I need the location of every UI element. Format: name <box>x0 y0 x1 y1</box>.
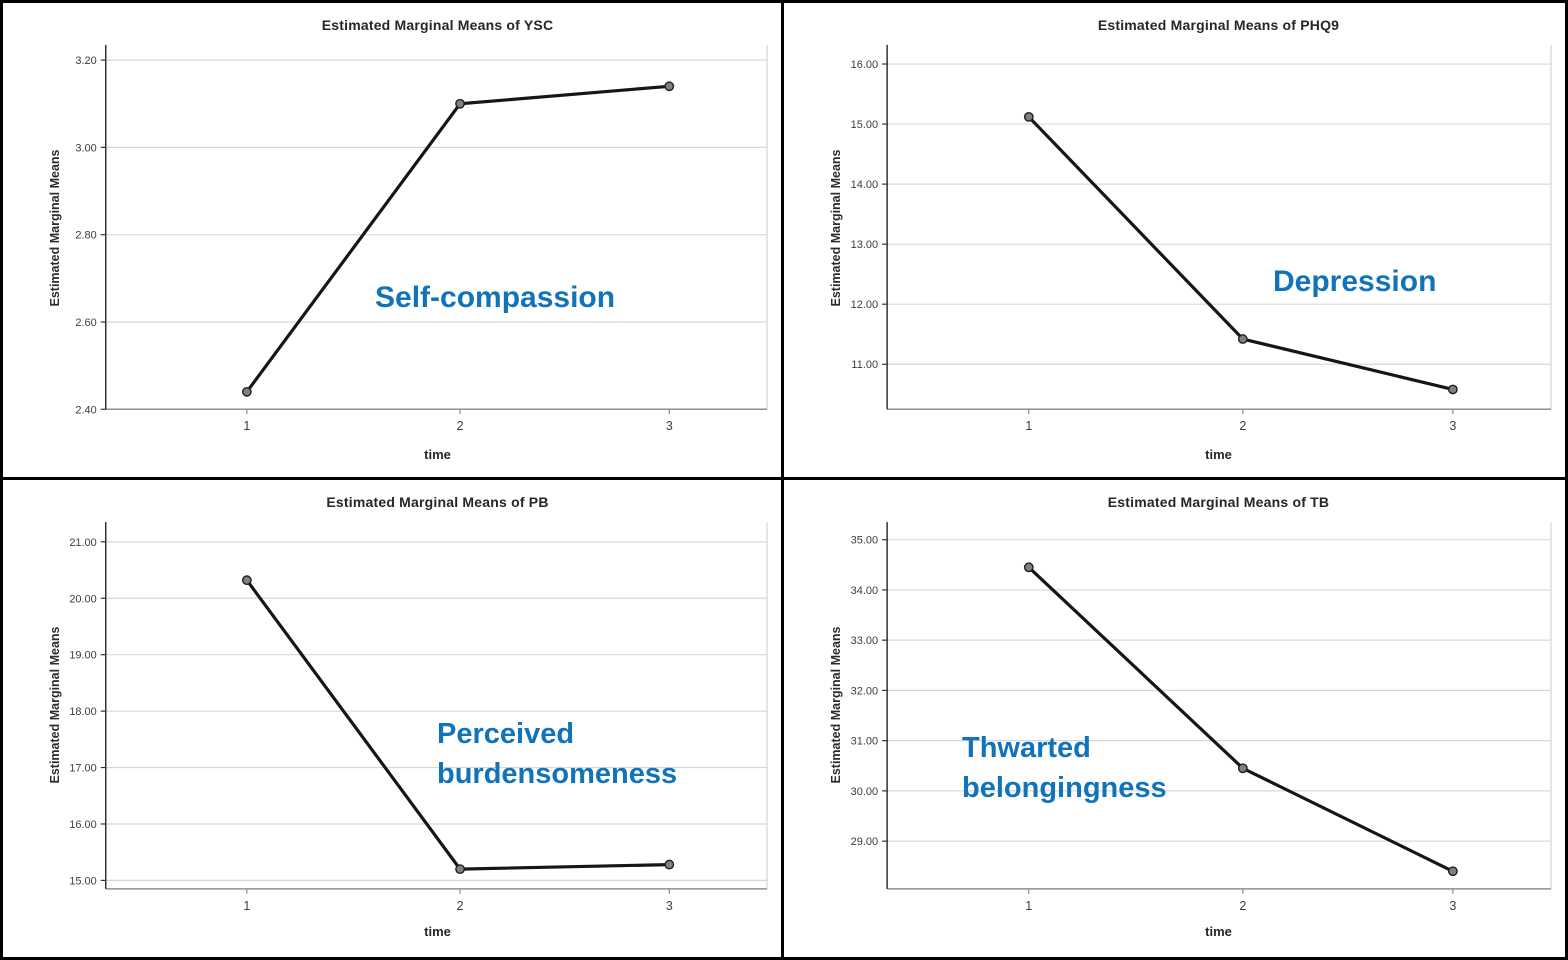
x-tick-label: 3 <box>1449 899 1456 913</box>
x-tick-label: 2 <box>457 899 464 913</box>
chart-panel-phq9: Estimated Marginal Means of PHQ9 Estimat… <box>784 3 1565 480</box>
y-tick-label: 3.20 <box>75 55 96 67</box>
y-tick-label: 29.00 <box>851 836 879 848</box>
chart-title: Estimated Marginal Means of TB <box>1107 494 1330 510</box>
series-line <box>1027 115 1454 392</box>
annotation-perceived-burdensomeness: Perceived burdensomeness <box>437 714 677 794</box>
annotation-line: Self-compassion <box>375 281 616 314</box>
y-tick-label: 12.00 <box>851 299 879 311</box>
y-tick-label: 3.00 <box>75 142 96 154</box>
y-tick-label: 35.00 <box>851 535 879 547</box>
x-tick-label: 3 <box>666 419 673 433</box>
chart-panel-pb: Estimated Marginal Means of PB Estimated… <box>3 480 784 957</box>
y-tick-label: 15.00 <box>69 875 96 887</box>
x-axis-title: time <box>424 447 451 462</box>
y-tick-label: 2.40 <box>75 404 96 416</box>
chart-panel-tb: Estimated Marginal Means of TB Estimated… <box>784 480 1565 957</box>
data-point <box>241 386 252 397</box>
plot-area: 2.40 2.60 2.80 3.00 3.20 1 2 3 <box>75 44 768 433</box>
chart-panel-ysc: Estimated Marginal Means of YSC Estimate… <box>3 3 784 480</box>
x-tick-label: 2 <box>457 419 464 433</box>
y-tick-label: 30.00 <box>851 786 879 798</box>
y-tick-label: 34.00 <box>851 585 879 597</box>
annotation-line: Thwarted <box>962 732 1091 764</box>
annotation-line: Depression <box>1273 265 1437 298</box>
data-point <box>1023 111 1034 122</box>
chart-title: Estimated Marginal Means of YSC <box>321 17 554 33</box>
data-point <box>664 81 675 92</box>
y-tick-label: 16.00 <box>69 819 96 831</box>
data-point <box>1023 562 1034 573</box>
data-point <box>455 864 465 875</box>
x-axis-title: time <box>1205 447 1232 462</box>
y-tick-label: 2.60 <box>75 317 96 329</box>
x-axis-title: time <box>424 924 451 939</box>
x-tick-label: 3 <box>666 899 673 913</box>
x-tick-label: 2 <box>1239 419 1246 433</box>
y-tick-label: 33.00 <box>851 635 879 647</box>
y-tick-label: 15.00 <box>851 119 879 131</box>
data-point <box>1237 763 1248 774</box>
x-tick-label: 2 <box>1239 899 1246 913</box>
y-tick-label: 16.00 <box>851 59 879 71</box>
data-point <box>1237 334 1248 344</box>
y-tick-label: 2.80 <box>75 230 96 242</box>
data-point <box>241 575 252 586</box>
series-line <box>1027 566 1454 873</box>
y-tick-label: 21.00 <box>69 537 96 549</box>
y-tick-label: 20.00 <box>69 593 96 605</box>
y-tick-label: 17.00 <box>69 763 96 775</box>
y-tick-label: 11.00 <box>851 359 878 371</box>
annotation-thwarted-belongingness: Thwarted belongingness <box>962 728 1167 808</box>
x-tick-label: 3 <box>1449 419 1456 433</box>
data-point <box>1447 384 1458 395</box>
x-tick-label: 1 <box>243 899 250 913</box>
plot-area: 29.00 30.00 31.00 32.00 33.00 34.00 35.00 1 2 3 <box>851 522 1552 913</box>
y-tick-label: 18.00 <box>69 706 96 718</box>
y-tick-label: 31.00 <box>851 736 879 748</box>
data-point <box>664 859 675 870</box>
x-tick-label: 1 <box>1025 899 1032 913</box>
chart-title: Estimated Marginal Means of PHQ9 <box>1097 17 1340 33</box>
annotation-line: belongingness <box>962 772 1167 805</box>
annotation-line: Perceived <box>437 718 575 750</box>
annotation-self-compassion: Self-compassion <box>375 277 615 318</box>
annotation-line: burdensomeness <box>437 758 678 791</box>
data-point <box>1447 866 1458 877</box>
chart-title: Estimated Marginal Means of PB <box>326 494 549 510</box>
y-tick-label: 19.00 <box>69 650 96 662</box>
y-tick-label: 14.00 <box>851 179 879 191</box>
annotation-depression: Depression <box>1273 261 1436 302</box>
plot-area: 15.00 16.00 17.00 18.00 19.00 20.00 21.00 1 2 3 <box>69 522 768 913</box>
x-tick-label: 1 <box>1025 419 1032 433</box>
y-tick-label: 32.00 <box>851 685 879 697</box>
plot-area: 11.00 12.00 13.00 14.00 15.00 16.00 1 2 3 <box>851 44 1552 433</box>
x-axis-title: time <box>1205 924 1232 939</box>
x-tick-label: 1 <box>243 419 250 433</box>
series-line <box>245 84 670 393</box>
y-tick-label: 13.00 <box>851 239 879 251</box>
data-point <box>455 98 465 109</box>
